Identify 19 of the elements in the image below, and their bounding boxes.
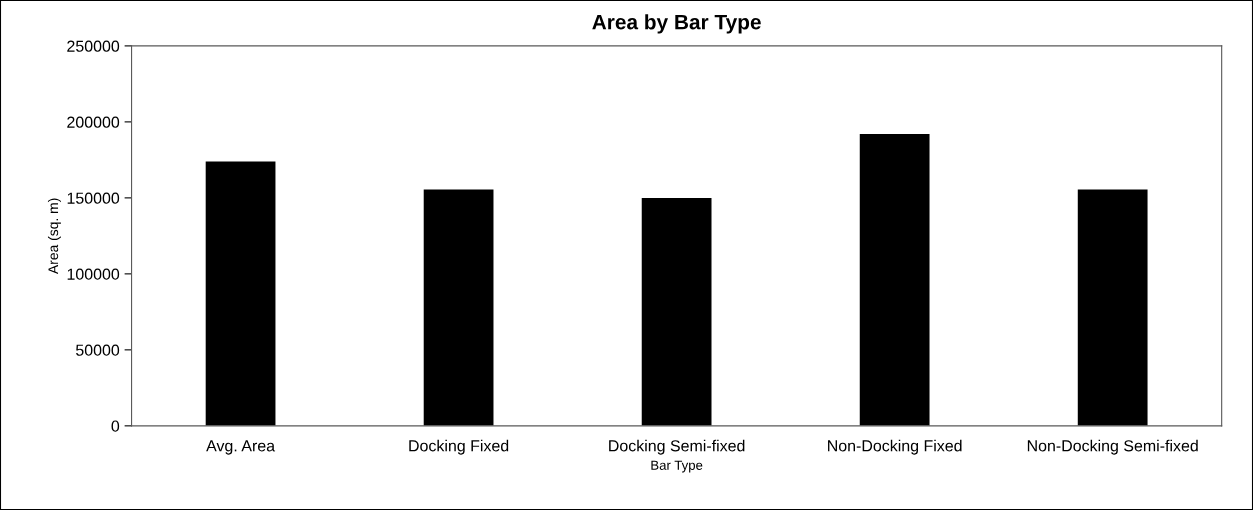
bar (205, 161, 276, 426)
bar (423, 189, 494, 426)
y-tick-label: 0 (111, 420, 120, 432)
x-tick-label: Avg. Area (206, 440, 276, 455)
y-tick-label: 150000 (67, 192, 120, 204)
chart-title: Area by Bar Type (592, 14, 761, 34)
bar (859, 134, 930, 426)
bar (1077, 189, 1148, 426)
y-tick-label: 50000 (75, 344, 120, 356)
x-tick-label: Docking Semi-fixed (609, 439, 745, 455)
x-tick-label: Non-Docking Semi-fixed (1027, 439, 1198, 455)
y-axis-title: Area (sq. m) (47, 198, 61, 275)
y-tick-label: 100000 (67, 268, 120, 280)
x-tick-label: Non-Docking Fixed (828, 439, 962, 455)
y-tick-label: 200000 (67, 116, 120, 128)
x-axis-title: Bar Type (651, 460, 703, 473)
x-tick-label: Docking Fixed (409, 439, 509, 455)
bar (641, 197, 712, 426)
y-tick-label: 250000 (67, 40, 120, 52)
